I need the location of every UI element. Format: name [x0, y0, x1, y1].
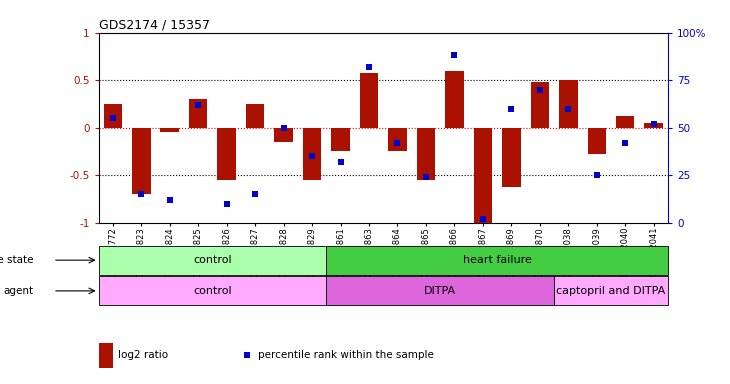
Bar [326, 246, 668, 275]
Text: log2 ratio: log2 ratio [118, 350, 169, 360]
Bar [559, 80, 577, 127]
Text: DITPA: DITPA [424, 286, 456, 296]
Bar [326, 276, 554, 305]
Bar [99, 343, 113, 368]
Text: control: control [193, 286, 231, 296]
Bar [303, 127, 321, 180]
Bar [445, 71, 464, 127]
Bar [502, 127, 520, 187]
Bar [274, 127, 293, 142]
Bar [331, 127, 350, 151]
Bar [616, 116, 634, 127]
Bar [588, 127, 606, 154]
Text: percentile rank within the sample: percentile rank within the sample [258, 350, 434, 360]
Text: GDS2174 / 15357: GDS2174 / 15357 [99, 18, 210, 31]
Text: control: control [193, 255, 231, 265]
Bar [645, 123, 663, 127]
Bar [246, 104, 264, 127]
Bar [360, 73, 378, 127]
Bar [554, 276, 668, 305]
Text: agent: agent [3, 286, 33, 296]
Text: heart failure: heart failure [463, 255, 531, 265]
Bar [218, 127, 236, 180]
Bar [417, 127, 435, 180]
Text: disease state: disease state [0, 255, 33, 265]
Bar [388, 127, 407, 151]
Bar [189, 99, 207, 127]
Bar [132, 127, 150, 194]
Bar [474, 127, 492, 223]
Text: captopril and DITPA: captopril and DITPA [556, 286, 666, 296]
Bar [99, 246, 326, 275]
Bar [99, 276, 326, 305]
Bar [104, 104, 122, 127]
Bar [531, 82, 549, 127]
Bar [161, 127, 179, 132]
